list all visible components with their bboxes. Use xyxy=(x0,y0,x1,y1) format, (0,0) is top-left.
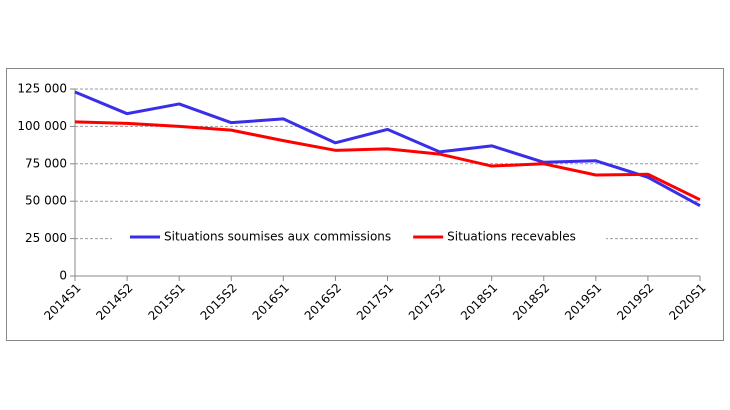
legend-label: Situations soumises aux commissions xyxy=(164,230,391,244)
y-tick-label: 50 000 xyxy=(25,194,67,208)
legend-label: Situations recevables xyxy=(447,230,576,244)
series-line xyxy=(74,120,701,202)
y-tick-label: 125 000 xyxy=(17,82,67,96)
series-line xyxy=(74,90,701,208)
y-tick-label: 75 000 xyxy=(25,156,67,170)
legend-background xyxy=(112,227,606,247)
y-tick-label: 0 xyxy=(59,269,67,283)
y-tick-label: 100 000 xyxy=(17,119,67,133)
y-tick-label: 25 000 xyxy=(25,231,67,245)
